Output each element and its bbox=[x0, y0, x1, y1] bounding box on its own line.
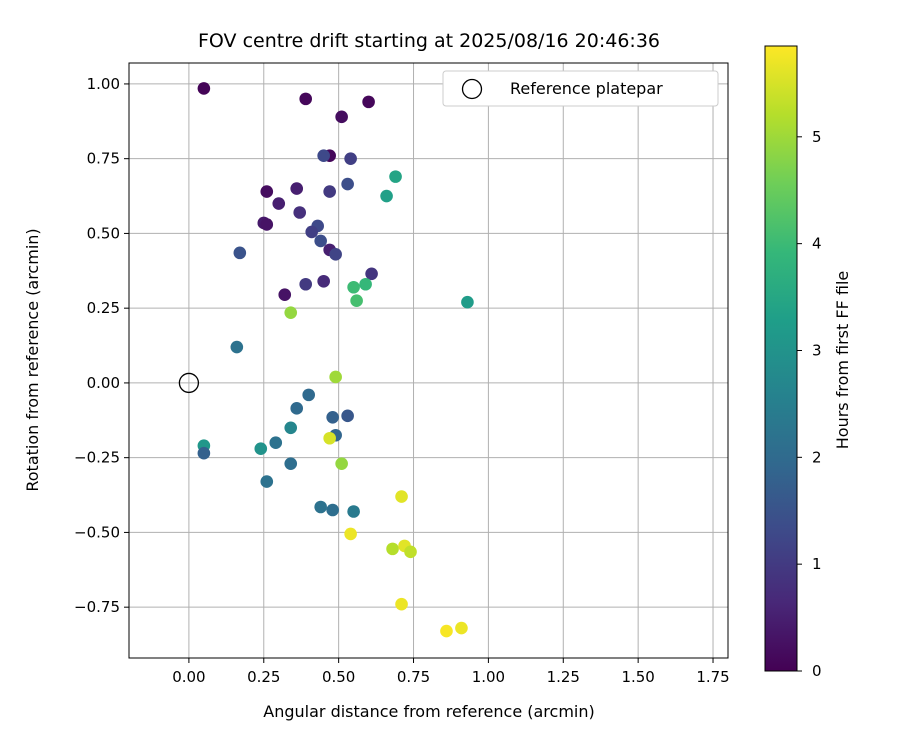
data-point bbox=[395, 597, 408, 611]
data-point bbox=[386, 542, 399, 556]
data-point bbox=[365, 267, 378, 281]
data-point bbox=[293, 206, 307, 219]
y-tick-label: −0.25 bbox=[74, 449, 120, 467]
chart-title: FOV centre drift starting at 2025/08/16 … bbox=[198, 30, 660, 52]
plot-frame bbox=[128, 62, 729, 659]
reference-platepar-marker bbox=[178, 372, 200, 394]
data-point bbox=[302, 388, 316, 402]
data-point bbox=[197, 446, 211, 460]
y-axis-title: Rotation from reference (arcmin) bbox=[23, 228, 42, 491]
colorbar: 0 1 2 3 4 5 Hours from first FF file bbox=[764, 45, 852, 680]
data-point bbox=[197, 82, 211, 95]
data-point bbox=[362, 95, 375, 109]
data-point bbox=[440, 624, 453, 638]
x-tick-label: 0.75 bbox=[397, 668, 430, 686]
data-point bbox=[260, 218, 274, 231]
colorbar-tick-label: 1 bbox=[812, 555, 822, 573]
colorbar-tick-label: 0 bbox=[812, 662, 822, 680]
data-point bbox=[341, 409, 354, 423]
data-point bbox=[326, 411, 339, 424]
colorbar-tick-label: 2 bbox=[812, 448, 822, 466]
data-point bbox=[341, 177, 354, 191]
data-point bbox=[314, 500, 327, 514]
x-axis-title: Angular distance from reference (arcmin) bbox=[263, 702, 594, 721]
data-point bbox=[260, 475, 274, 488]
data-point bbox=[344, 152, 357, 165]
y-tick-label: −0.50 bbox=[74, 523, 120, 541]
y-tick-label: 0.75 bbox=[87, 150, 120, 168]
data-point bbox=[404, 545, 417, 559]
data-point bbox=[326, 503, 339, 517]
y-tick-label: 0.00 bbox=[87, 374, 120, 392]
data-point bbox=[290, 402, 304, 415]
data-point bbox=[284, 457, 298, 470]
data-point bbox=[350, 294, 363, 308]
data-point bbox=[278, 288, 292, 302]
y-axis: −0.75 −0.50 −0.25 0.00 0.25 0.50 0.75 1.00 bbox=[74, 75, 129, 616]
data-point bbox=[284, 306, 298, 319]
y-tick-label: 1.00 bbox=[87, 75, 120, 93]
data-point bbox=[290, 182, 304, 195]
legend: Reference platepar bbox=[442, 70, 719, 107]
legend-label-reference: Reference platepar bbox=[510, 79, 663, 98]
data-point bbox=[455, 621, 468, 635]
data-points bbox=[197, 82, 474, 638]
colorbar-gradient bbox=[764, 45, 798, 672]
x-tick-label: 0.50 bbox=[322, 668, 355, 686]
data-point bbox=[335, 457, 348, 470]
data-point bbox=[329, 248, 342, 261]
data-point bbox=[254, 442, 268, 456]
data-point bbox=[380, 189, 393, 203]
data-point bbox=[272, 197, 286, 210]
x-axis: 0.00 0.25 0.50 0.75 1.00 1.25 1.50 1.75 bbox=[172, 658, 730, 686]
data-point bbox=[305, 225, 318, 239]
x-tick-label: 1.75 bbox=[696, 668, 729, 686]
data-point bbox=[269, 436, 283, 450]
data-point bbox=[260, 185, 274, 198]
x-tick-label: 0.25 bbox=[247, 668, 280, 686]
data-point bbox=[230, 340, 244, 354]
legend-marker-reference bbox=[461, 78, 483, 100]
data-point bbox=[314, 234, 327, 248]
legend-box bbox=[442, 70, 719, 107]
colorbar-tick-label: 3 bbox=[812, 341, 822, 359]
data-point bbox=[284, 421, 298, 435]
x-tick-label: 0.00 bbox=[172, 668, 205, 686]
data-point bbox=[323, 185, 336, 198]
y-tick-label: 0.25 bbox=[87, 299, 120, 317]
data-point bbox=[347, 505, 360, 518]
x-tick-label: 1.00 bbox=[472, 668, 505, 686]
x-tick-label: 1.50 bbox=[621, 668, 654, 686]
data-point bbox=[395, 490, 408, 503]
colorbar-title: Hours from first FF file bbox=[833, 271, 852, 450]
data-point bbox=[347, 280, 360, 294]
colorbar-ticks: 0 1 2 3 4 5 bbox=[797, 128, 822, 680]
data-point bbox=[329, 370, 342, 384]
grid bbox=[129, 63, 728, 658]
x-tick-label: 1.25 bbox=[547, 668, 580, 686]
data-point bbox=[317, 149, 330, 162]
data-point bbox=[233, 246, 247, 260]
data-point bbox=[323, 431, 336, 445]
y-tick-label: 0.50 bbox=[87, 224, 120, 242]
data-point bbox=[299, 277, 313, 291]
data-point bbox=[461, 295, 474, 309]
colorbar-tick-label: 5 bbox=[812, 128, 822, 146]
data-point bbox=[344, 527, 357, 541]
data-point bbox=[359, 277, 372, 291]
data-point bbox=[299, 92, 313, 106]
data-point bbox=[389, 170, 402, 183]
data-point bbox=[317, 274, 330, 288]
colorbar-tick-label: 4 bbox=[812, 235, 822, 253]
data-point bbox=[335, 110, 348, 124]
reference-layer bbox=[178, 372, 200, 394]
y-tick-label: −0.75 bbox=[74, 598, 120, 616]
